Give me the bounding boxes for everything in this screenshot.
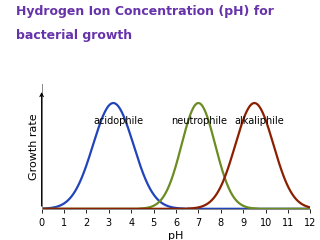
Text: alkaliphile: alkaliphile bbox=[234, 116, 284, 126]
Y-axis label: Growth rate: Growth rate bbox=[29, 113, 39, 180]
Text: bacterial growth: bacterial growth bbox=[16, 29, 132, 42]
Text: neutrophile: neutrophile bbox=[172, 116, 228, 126]
Text: acidophile: acidophile bbox=[93, 116, 143, 126]
X-axis label: pH: pH bbox=[168, 231, 184, 240]
Text: Hydrogen Ion Concentration (pH) for: Hydrogen Ion Concentration (pH) for bbox=[16, 5, 274, 18]
